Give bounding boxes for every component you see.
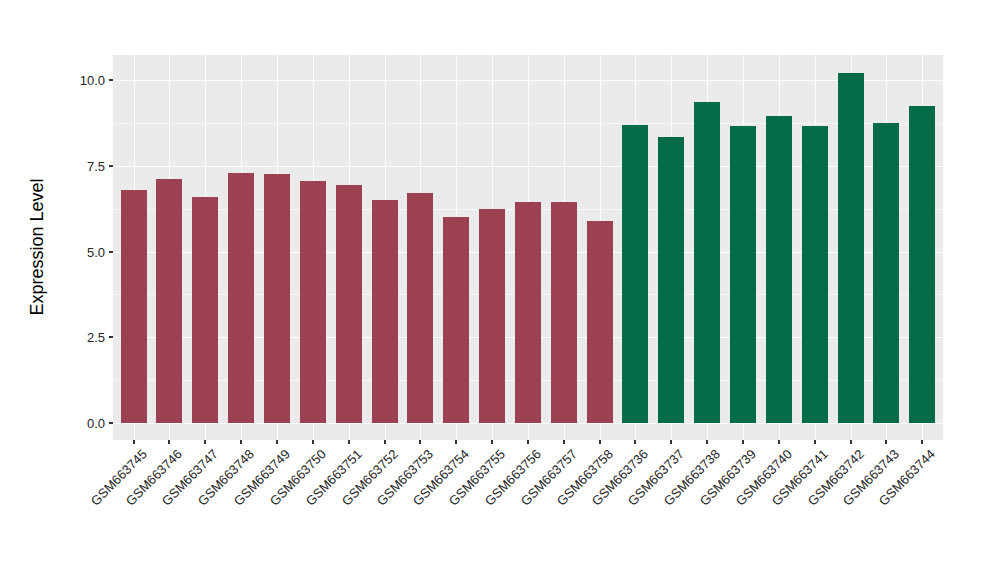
- bar-GSM663739: [730, 126, 756, 423]
- bar-GSM663746: [156, 179, 182, 423]
- x-tick-mark: [419, 440, 421, 444]
- x-tick-mark: [885, 440, 887, 444]
- bar-GSM663740: [766, 116, 792, 423]
- bar-GSM663750: [300, 181, 326, 423]
- x-tick-mark: [563, 440, 565, 444]
- x-tick-mark: [850, 440, 852, 444]
- bar-GSM663741: [802, 126, 828, 423]
- plot-panel: [113, 55, 943, 440]
- bar-GSM663753: [407, 193, 433, 423]
- x-tick-mark: [634, 440, 636, 444]
- bar-GSM663751: [336, 185, 362, 423]
- bar-GSM663737: [658, 137, 684, 423]
- x-tick-mark: [384, 440, 386, 444]
- bar-GSM663744: [909, 106, 935, 423]
- bar-GSM663743: [873, 123, 899, 423]
- x-tick-mark: [670, 440, 672, 444]
- bar-GSM663748: [228, 173, 254, 423]
- x-tick-mark: [778, 440, 780, 444]
- x-tick-mark: [276, 440, 278, 444]
- x-tick-mark: [742, 440, 744, 444]
- bar-GSM663754: [443, 217, 469, 423]
- y-tick-label: 0.0: [63, 417, 105, 430]
- bar-GSM663756: [515, 202, 541, 423]
- bar-GSM663758: [587, 221, 613, 423]
- x-tick-mark: [921, 440, 923, 444]
- expression-bar-chart: Expression Level 0.02.55.07.510.0 GSM663…: [0, 0, 1000, 580]
- y-axis-title: Expression Level: [27, 178, 48, 315]
- y-tick-mark: [109, 336, 113, 338]
- x-tick-mark: [168, 440, 170, 444]
- bar-GSM663749: [264, 174, 290, 423]
- y-tick-mark: [109, 79, 113, 81]
- x-tick-mark: [599, 440, 601, 444]
- x-tick-mark: [312, 440, 314, 444]
- y-tick-mark: [109, 251, 113, 253]
- bar-GSM663757: [551, 202, 577, 423]
- bar-GSM663752: [372, 200, 398, 423]
- x-tick-mark: [348, 440, 350, 444]
- x-tick-mark: [455, 440, 457, 444]
- y-tick-mark: [109, 422, 113, 424]
- bar-GSM663742: [838, 73, 864, 423]
- y-tick-label: 10.0: [63, 74, 105, 87]
- bar-GSM663755: [479, 209, 505, 423]
- x-tick-mark: [491, 440, 493, 444]
- x-tick-mark: [814, 440, 816, 444]
- bar-GSM663747: [192, 197, 218, 423]
- y-tick-label: 5.0: [63, 245, 105, 258]
- bar-GSM663738: [694, 102, 720, 423]
- y-tick-label: 7.5: [63, 159, 105, 172]
- x-tick-mark: [133, 440, 135, 444]
- y-tick-label: 2.5: [63, 331, 105, 344]
- y-tick-mark: [109, 165, 113, 167]
- bar-GSM663736: [622, 125, 648, 423]
- bar-GSM663745: [121, 190, 147, 423]
- x-tick-mark: [240, 440, 242, 444]
- x-tick-mark: [204, 440, 206, 444]
- x-tick-mark: [706, 440, 708, 444]
- x-tick-mark: [527, 440, 529, 444]
